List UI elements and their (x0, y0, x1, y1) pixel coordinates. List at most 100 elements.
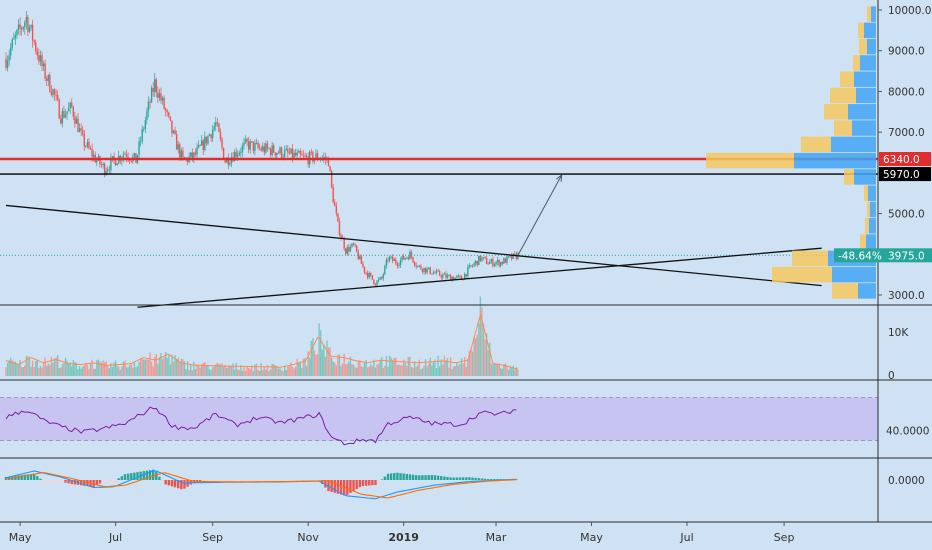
candle-body (271, 145, 273, 156)
volume-bar (258, 370, 261, 376)
candle-body (88, 142, 90, 148)
candle-body (257, 142, 259, 148)
candle-body (27, 16, 29, 32)
volume-bar (247, 367, 250, 376)
volume-bar (309, 357, 311, 376)
volume-bar (514, 369, 516, 376)
volume-bar (196, 364, 198, 376)
macd-histogram-bar (164, 480, 167, 485)
volume-bar (490, 363, 493, 376)
candle-body (190, 152, 192, 157)
time-axis-label: 2019 (388, 531, 419, 544)
volume-bar (271, 363, 273, 376)
candle-body (158, 93, 161, 98)
volume-bar (244, 370, 247, 376)
candle-body (38, 55, 40, 62)
candle-body (64, 114, 67, 118)
candle-body (265, 143, 267, 153)
volume-bar (478, 323, 480, 376)
macd-histogram-bar (170, 480, 174, 487)
volume-bar (498, 363, 500, 376)
volume-bar (125, 367, 128, 376)
candle-body (456, 276, 458, 278)
volume-bar (179, 361, 181, 376)
candle-body (420, 265, 422, 270)
volume-bar (326, 340, 328, 376)
candle-body (251, 141, 253, 143)
candle-body (467, 267, 469, 277)
candle-body (377, 279, 380, 281)
volume-profile-sell (832, 283, 858, 299)
candle-body (413, 262, 416, 266)
volume-bar (20, 366, 23, 376)
macd-histogram-bar (393, 473, 396, 480)
volume-bar (88, 369, 90, 376)
volume-bar (243, 366, 245, 376)
candle-body (74, 116, 76, 124)
candle-body (381, 277, 383, 279)
volume-bar (449, 357, 452, 376)
volume-bar (38, 367, 40, 376)
volume-bar (221, 363, 223, 376)
candle-body (147, 101, 150, 112)
volume-bar (44, 357, 46, 376)
macd-histogram-bar (86, 480, 89, 487)
candle-body (28, 27, 31, 32)
volume-bar (22, 367, 24, 376)
candle-body (345, 248, 347, 254)
macd-histogram-bar (490, 479, 493, 480)
volume-bar (96, 360, 98, 376)
macd-histogram-bar (23, 474, 26, 480)
volume-bar (285, 370, 287, 376)
macd-histogram-bar (223, 480, 227, 481)
volume-profile-buy (856, 87, 876, 104)
volume-bar (451, 369, 453, 376)
volume-bar (111, 366, 114, 376)
macd-histogram-bar (486, 479, 490, 480)
level-price-label: 6340.0 (883, 154, 920, 166)
volume-bar (135, 367, 137, 376)
candle-body (432, 272, 435, 275)
candle-body (343, 238, 345, 249)
candle-body (332, 187, 334, 203)
candle-body (370, 273, 372, 276)
macd-histogram-bar (333, 480, 336, 493)
volume-bar (294, 366, 297, 376)
candle-body (194, 152, 197, 155)
volume-bar (446, 358, 449, 376)
volume-bar (89, 363, 92, 376)
candle-body (16, 29, 18, 36)
macd-histogram-bar (380, 479, 383, 481)
volume-bar (330, 357, 333, 376)
volume-bar (334, 362, 336, 376)
macd-histogram-bar (493, 479, 496, 480)
candle-body (379, 277, 381, 280)
volume-profile-sell (859, 38, 867, 55)
volume-bar (398, 364, 400, 376)
candle-body (169, 116, 172, 121)
macd-histogram-bar (114, 480, 117, 481)
candle-body (512, 253, 514, 259)
volume-bar (16, 363, 18, 376)
volume-profile-buy (870, 201, 876, 218)
candle-body (448, 275, 450, 277)
candle-body (30, 24, 32, 28)
macd-histogram-bar (120, 476, 124, 480)
volume-bar (298, 362, 300, 376)
volume-profile-sell (706, 152, 794, 169)
volume-bar (238, 370, 240, 376)
candle-body (465, 274, 467, 277)
candle-body (365, 272, 367, 274)
price-axis-label: 3000.0 (888, 290, 925, 302)
macd-histogram-bar (358, 480, 362, 488)
candle-body (113, 156, 115, 160)
volume-bar (401, 365, 403, 376)
volume-profile-sell (830, 87, 856, 104)
volume-bar (163, 357, 165, 376)
candle-body (25, 16, 28, 23)
macd-histogram-bar (211, 480, 214, 482)
candle-body (77, 118, 79, 132)
candle-body (500, 262, 502, 266)
candle-body (130, 160, 132, 162)
candle-body (293, 152, 295, 158)
